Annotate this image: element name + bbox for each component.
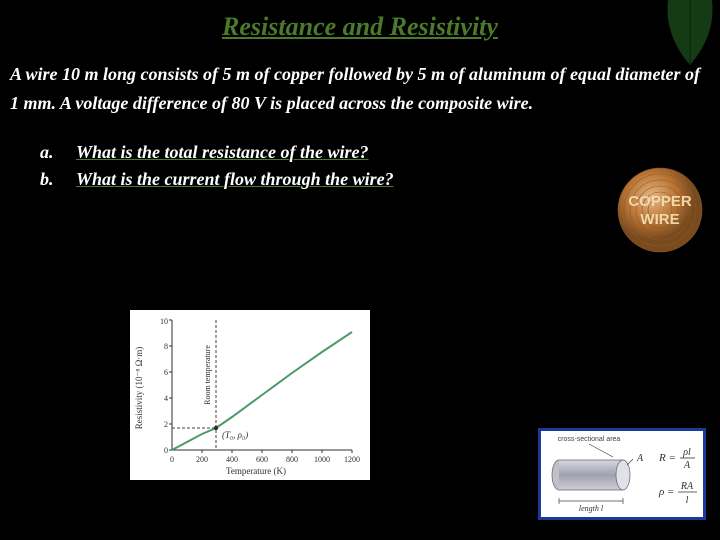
svg-text:800: 800 bbox=[286, 455, 298, 464]
question-text: What is the current flow through the wir… bbox=[76, 169, 394, 190]
formula2-num: RA bbox=[680, 481, 694, 492]
formula1-lhs: R = bbox=[658, 452, 676, 464]
cross-section-caption: cross-sectional area bbox=[558, 436, 621, 443]
question-list: a. What is the total resistance of the w… bbox=[0, 118, 720, 190]
copper-label-top: COPPER bbox=[628, 193, 692, 210]
length-label: length l bbox=[579, 504, 604, 513]
svg-text:1200: 1200 bbox=[344, 455, 360, 464]
svg-text:6: 6 bbox=[164, 368, 168, 377]
formula2-den: l bbox=[686, 495, 689, 506]
svg-text:200: 200 bbox=[196, 455, 208, 464]
room-temp-label: Room temperature bbox=[203, 345, 212, 405]
question-letter: b. bbox=[40, 169, 76, 190]
resistivity-chart: 0 2 4 6 8 10 0 200 400 600 800 1000 1200 bbox=[130, 310, 370, 480]
formula1-num: ρl bbox=[682, 447, 691, 458]
symbol-A: A bbox=[636, 453, 644, 464]
question-a: a. What is the total resistance of the w… bbox=[40, 142, 720, 163]
formula2-lhs: ρ = bbox=[658, 486, 674, 498]
svg-text:4: 4 bbox=[164, 394, 168, 403]
svg-text:400: 400 bbox=[226, 455, 238, 464]
question-text: What is the total resistance of the wire… bbox=[76, 142, 369, 163]
x-axis-label: Temperature (K) bbox=[226, 466, 286, 476]
question-letter: a. bbox=[40, 142, 76, 163]
copper-wire-image: COPPER WIRE bbox=[614, 164, 706, 256]
y-axis-label: Resistivity (10⁻⁸ Ω·m) bbox=[134, 347, 144, 430]
svg-text:2: 2 bbox=[164, 420, 168, 429]
svg-text:1000: 1000 bbox=[314, 455, 330, 464]
formula1-den: A bbox=[683, 460, 691, 471]
svg-text:600: 600 bbox=[256, 455, 268, 464]
svg-text:8: 8 bbox=[164, 342, 168, 351]
copper-label-bottom: WIRE bbox=[640, 211, 679, 228]
marker-label: (T₀, ρ₀) bbox=[222, 430, 248, 440]
problem-statement: A wire 10 m long consists of 5 m of copp… bbox=[0, 42, 720, 118]
leaf-decoration bbox=[640, 0, 720, 70]
svg-text:0: 0 bbox=[164, 446, 168, 455]
svg-text:10: 10 bbox=[160, 317, 168, 326]
svg-text:0: 0 bbox=[170, 455, 174, 464]
page-title: Resistance and Resistivity bbox=[0, 0, 720, 42]
formula-diagram: cross-sectional area A length l R = ρl A bbox=[538, 428, 706, 520]
